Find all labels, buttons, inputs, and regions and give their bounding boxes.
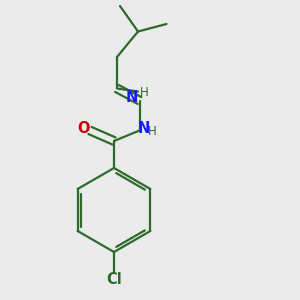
Text: N: N [137, 121, 150, 136]
Text: N: N [126, 90, 138, 105]
Text: H: H [140, 86, 148, 100]
Text: Cl: Cl [106, 272, 122, 287]
Text: H: H [148, 125, 157, 138]
Text: O: O [77, 121, 90, 136]
